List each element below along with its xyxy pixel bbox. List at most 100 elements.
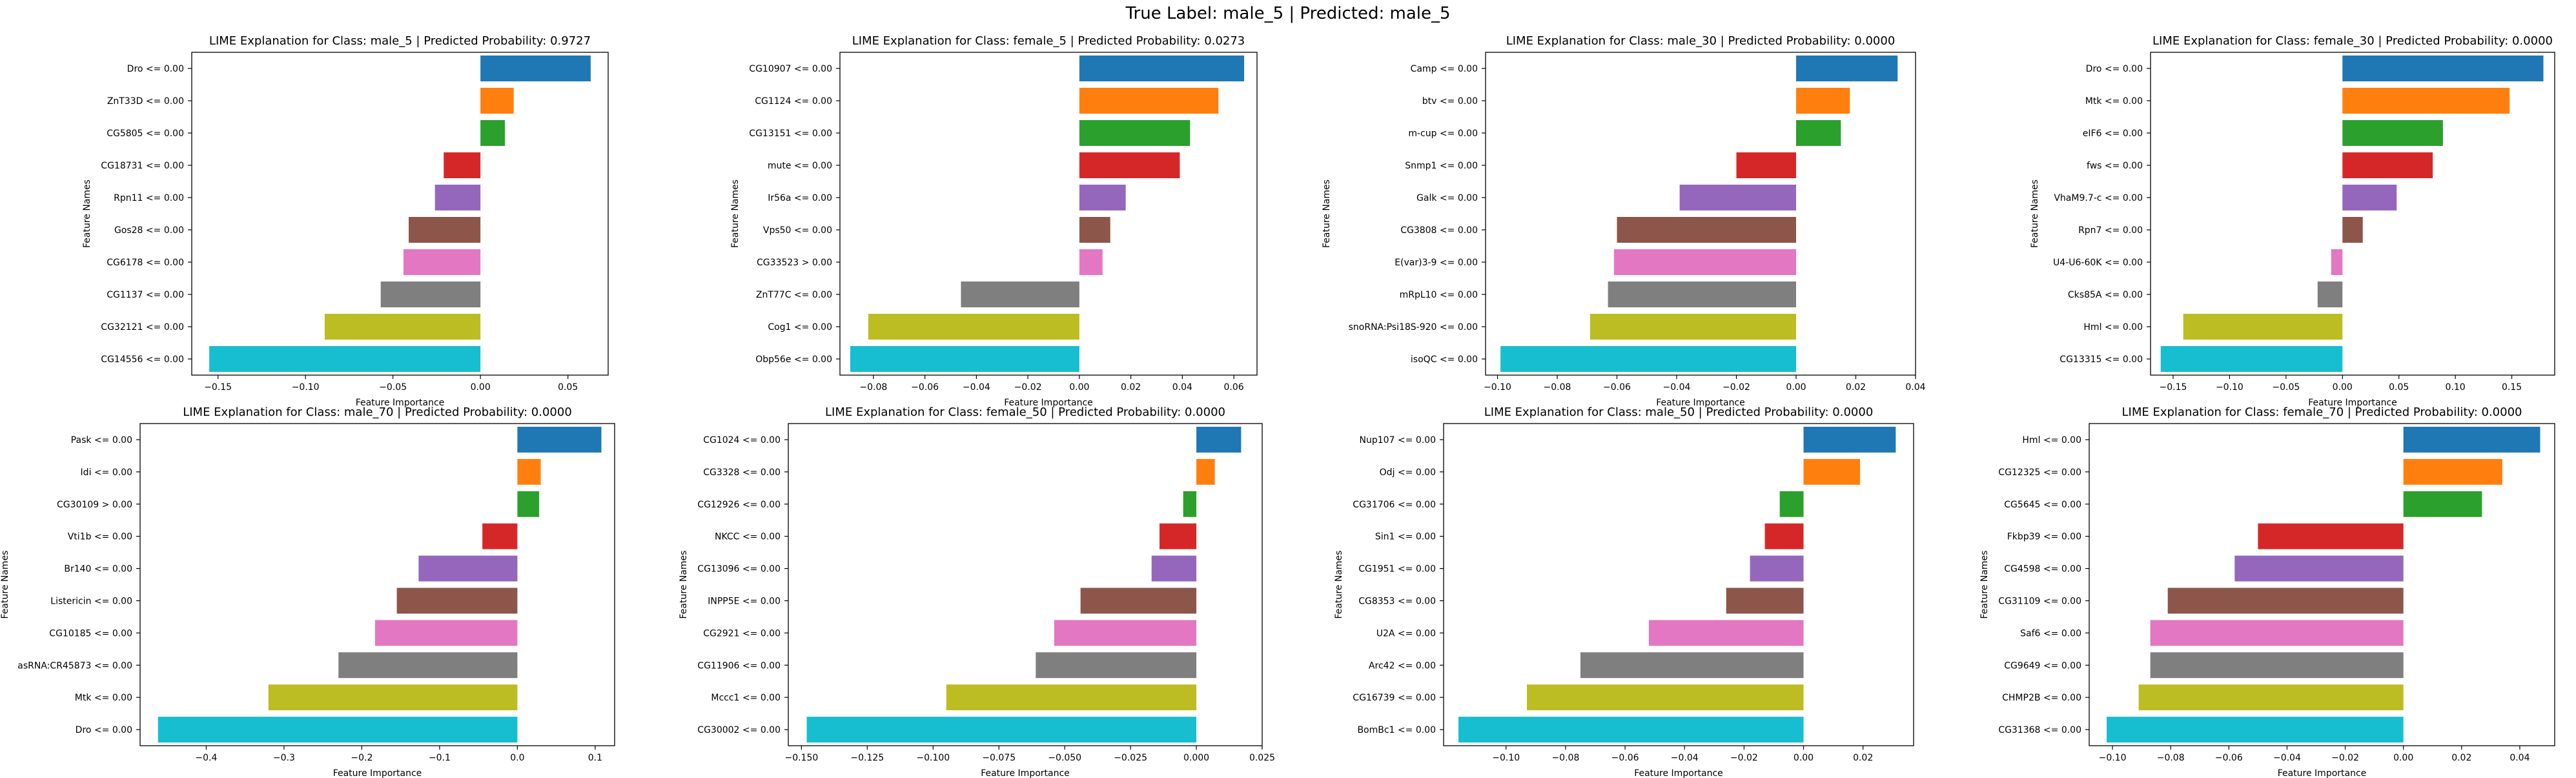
- x-tick-label: −0.05: [379, 382, 407, 393]
- y-tick-label: Galk <= 0.00: [1416, 193, 1478, 203]
- bar: [1196, 458, 1215, 485]
- x-tick-label: 0.00: [2393, 753, 2413, 763]
- x-tick-label: 0.04: [1905, 382, 1925, 393]
- y-tick-label: Vps50 <= 0.00: [763, 225, 832, 236]
- bar: [2317, 282, 2343, 307]
- y-tick-label: Dro <= 0.00: [76, 725, 132, 735]
- bar: [1458, 717, 1804, 743]
- bar: [1648, 620, 1804, 646]
- y-tick-label: CG6178 <= 0.00: [107, 258, 184, 268]
- x-tick-label: 0.04: [1172, 382, 1192, 393]
- y-tick-label: Fkbp39 <= 0.00: [2007, 532, 2081, 542]
- chart-panel-8: Hml <= 0.00 CG12325 <= 0.00 CG5645 <= 0.00…: [1979, 405, 2555, 778]
- bar: [1080, 588, 1197, 614]
- bar: [2403, 458, 2502, 485]
- bar: [1803, 458, 1861, 485]
- y-tick-label: CG32121 <= 0.00: [101, 322, 184, 333]
- bar: [434, 185, 481, 210]
- y-tick-label: ZnT33D <= 0.00: [107, 96, 184, 107]
- y-tick-label: fws <= 0.00: [2087, 161, 2143, 171]
- x-axis-label: Feature Importance: [356, 398, 445, 408]
- y-tick-label: CG33523 > 0.00: [757, 258, 832, 268]
- y-tick-label: Mccc1 <= 0.00: [711, 693, 781, 703]
- bar: [1726, 588, 1804, 614]
- bar: [2183, 314, 2343, 340]
- bar: [2160, 346, 2343, 372]
- y-tick-label: snoRNA:Psi18S-920 <= 0.00: [1349, 322, 1478, 333]
- y-tick-label: asRNA:CR45873 <= 0.00: [17, 660, 132, 671]
- y-tick-label: Hml <= 0.00: [2022, 435, 2081, 445]
- bar: [2342, 185, 2397, 210]
- x-tick-label: −0.04: [963, 382, 990, 393]
- x-tick-label: −0.075: [982, 753, 1016, 763]
- bar: [268, 684, 518, 711]
- x-tick-label: −0.15: [204, 382, 232, 393]
- bar: [1796, 88, 1850, 114]
- bar: [2403, 491, 2482, 517]
- y-tick-label: Odj <= 0.00: [1380, 467, 1436, 478]
- bar: [517, 426, 602, 453]
- y-tick-label: CG1951 <= 0.00: [1358, 564, 1436, 575]
- bar: [374, 620, 518, 646]
- x-tick-label: 0.02: [1121, 382, 1141, 393]
- y-tick-label: CG9649 <= 0.00: [2004, 660, 2081, 671]
- x-tick-label: 0.0: [510, 753, 524, 763]
- bar: [1580, 652, 1804, 679]
- x-axis-label: Feature Importance: [1004, 398, 1093, 408]
- y-axis-label: Feature Names: [679, 551, 689, 619]
- bar: [1590, 314, 1796, 340]
- y-tick-label: CG1137 <= 0.00: [107, 290, 184, 300]
- y-tick-label: Br140 <= 0.00: [64, 564, 132, 575]
- x-tick-label: 0.04: [2510, 753, 2530, 763]
- bar: [1779, 491, 1804, 517]
- axes-frame: [1443, 423, 1914, 746]
- y-tick-label: Cks85A <= 0.00: [2068, 290, 2143, 300]
- y-tick-label: NKCC <= 0.00: [715, 532, 781, 542]
- x-tick-label: −0.10: [1492, 753, 1520, 763]
- y-tick-label: U2A <= 0.00: [1376, 628, 1436, 639]
- bar: [946, 684, 1197, 711]
- y-tick-label: Snmp1 <= 0.00: [1405, 161, 1478, 171]
- y-tick-label: Rpn11 <= 0.00: [114, 193, 184, 203]
- x-axis-label: Feature Importance: [2278, 768, 2367, 778]
- bar: [2150, 652, 2404, 679]
- chart-panel-6: CG1024 <= 0.00 CG3328 <= 0.00 CG12926 <= 0…: [679, 405, 1275, 778]
- x-tick-label: −0.025: [1114, 753, 1147, 763]
- y-tick-label: CG13096 <= 0.00: [697, 564, 781, 575]
- y-tick-label: Cog1 <= 0.00: [768, 322, 832, 333]
- y-tick-label: btv <= 0.00: [1422, 96, 1478, 107]
- y-tick-label: E(var)3-9 <= 0.00: [1395, 258, 1478, 268]
- y-tick-label: VhaM9.7-c <= 0.00: [2054, 193, 2143, 203]
- x-tick-label: −0.06: [911, 382, 939, 393]
- y-axis-label: Feature Names: [1322, 179, 1332, 248]
- bar: [2258, 523, 2404, 549]
- x-axis-label: Feature Importance: [2308, 398, 2397, 408]
- axes-frame: [2150, 52, 2555, 376]
- chart-panel-3: Camp <= 0.00 btv <= 0.00 m-cup <= 0.00 Snmp…: [1322, 34, 1926, 408]
- y-tick-label: CG8353 <= 0.00: [1358, 596, 1436, 606]
- y-tick-label: Rpn7 <= 0.00: [2078, 225, 2143, 236]
- chart-panel-1: Dro <= 0.00 ZnT33D <= 0.00 CG5805 <= 0.00 C…: [82, 34, 609, 408]
- y-tick-label: mRpL10 <= 0.00: [1400, 290, 1478, 300]
- bar: [403, 249, 481, 275]
- y-tick-label: Idi <= 0.00: [81, 467, 132, 478]
- y-tick-label: CG16739 <= 0.00: [1353, 693, 1436, 703]
- y-tick-label: CG13315 <= 0.00: [2060, 354, 2143, 365]
- bar: [2342, 120, 2443, 146]
- x-tick-label: −0.04: [1663, 382, 1691, 393]
- y-tick-label: CG5645 <= 0.00: [2004, 500, 2081, 510]
- bar: [324, 314, 481, 340]
- bar: [1679, 185, 1796, 210]
- y-tick-label: Saf6 <= 0.00: [2020, 628, 2081, 639]
- x-tick-label: 0.000: [1183, 753, 1209, 763]
- x-tick-label: 0.10: [2446, 382, 2466, 393]
- bar: [338, 652, 518, 679]
- x-tick-label: −0.100: [916, 753, 950, 763]
- x-tick-label: 0.00: [2333, 382, 2353, 393]
- bar: [1079, 249, 1103, 275]
- bar: [1500, 346, 1796, 372]
- bar: [1079, 88, 1219, 114]
- y-tick-label: CG10907 <= 0.00: [749, 64, 832, 74]
- bar: [2107, 717, 2404, 743]
- y-tick-label: CG11906 <= 0.00: [697, 660, 781, 671]
